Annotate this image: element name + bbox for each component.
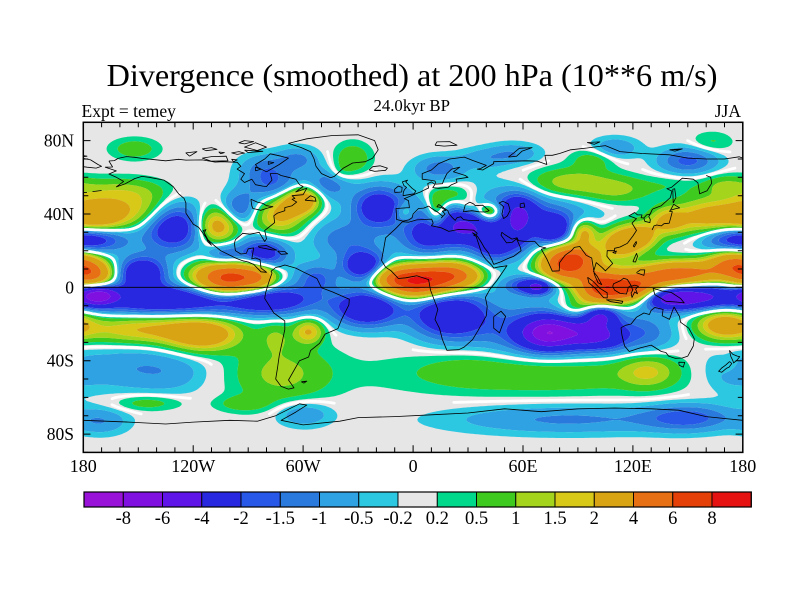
svg-text:0: 0 xyxy=(409,456,418,476)
svg-text:Divergence (smoothed) at 200 h: Divergence (smoothed) at 200 hPa (10**6 … xyxy=(107,57,718,93)
svg-text:-8: -8 xyxy=(116,509,131,529)
svg-text:JJA: JJA xyxy=(715,101,742,121)
svg-text:Expt = temey: Expt = temey xyxy=(82,101,177,121)
svg-text:-0.2: -0.2 xyxy=(383,509,412,529)
svg-text:8: 8 xyxy=(707,509,716,529)
svg-text:6: 6 xyxy=(668,509,677,529)
svg-text:-6: -6 xyxy=(155,509,170,529)
svg-text:0.5: 0.5 xyxy=(465,509,488,529)
svg-text:-1.5: -1.5 xyxy=(266,509,295,529)
svg-text:40S: 40S xyxy=(47,351,74,371)
svg-text:60E: 60E xyxy=(509,456,538,476)
svg-text:0.2: 0.2 xyxy=(426,509,449,529)
svg-text:-2: -2 xyxy=(233,509,248,529)
svg-text:80N: 80N xyxy=(44,131,75,151)
svg-text:4: 4 xyxy=(629,509,638,529)
svg-text:-1: -1 xyxy=(312,509,327,529)
svg-text:180: 180 xyxy=(70,456,97,476)
svg-text:-4: -4 xyxy=(194,509,209,529)
svg-text:120W: 120W xyxy=(171,456,215,476)
svg-text:-0.5: -0.5 xyxy=(344,509,373,529)
svg-text:1.5: 1.5 xyxy=(543,509,566,529)
svg-text:60W: 60W xyxy=(286,456,321,476)
svg-text:80S: 80S xyxy=(47,424,74,444)
svg-text:2: 2 xyxy=(590,509,599,529)
svg-text:180: 180 xyxy=(729,456,756,476)
svg-text:120E: 120E xyxy=(614,456,652,476)
svg-text:40N: 40N xyxy=(44,204,75,224)
svg-text:1: 1 xyxy=(511,509,520,529)
svg-text:0: 0 xyxy=(65,277,74,297)
svg-text:24.0kyr BP: 24.0kyr BP xyxy=(373,96,449,115)
